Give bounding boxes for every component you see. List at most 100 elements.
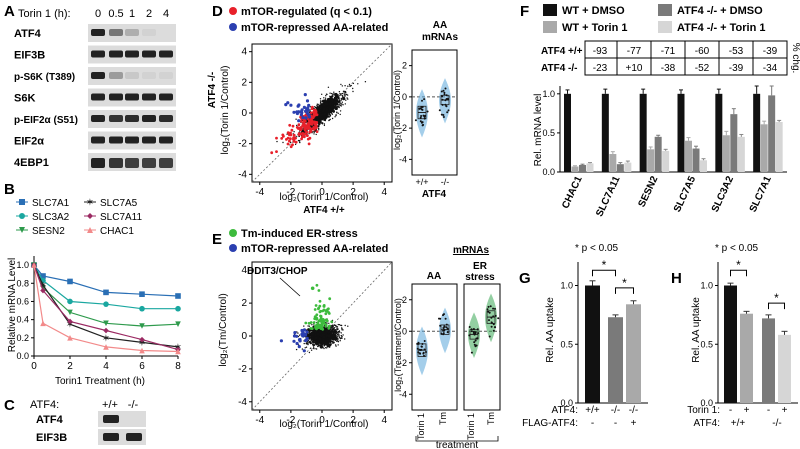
e-point [336,335,339,337]
marker-diamond [139,336,145,343]
g-chart-sig-star: * [602,258,607,272]
e-inset-aa-torin-dot [420,348,423,351]
d-point [321,122,324,124]
d-point [347,85,349,87]
panel-b-plot: ✶✶✶✶✶✶ [30,261,182,355]
e-inset-aa-tm-dot [439,317,442,320]
e-inset-aa-tm-dot [445,326,448,329]
g-chart-sig-bracket [615,287,634,294]
d-axis-diagonal [251,43,393,183]
blot-a-band [142,72,156,79]
panel-c-genotype-wt: +/+ [102,399,118,411]
d-point [341,101,343,103]
marker-star: ✶ [102,333,110,344]
e-inset-aa-torin-dot [423,354,425,357]
e-point [337,323,339,326]
e-point [337,338,339,340]
e-point-er-stress [317,307,320,311]
d-point-mtor-regulated [299,119,303,123]
e-point [337,332,339,334]
legend-f-swatch [543,4,557,16]
panel-d-inset-group-wt: +/+ [415,177,428,187]
g-chart-tick-y-label: 0.0 [560,398,573,408]
d-point-mtor-regulated [297,126,301,130]
e-point-core [332,330,336,334]
d-inset-wt-dot [422,123,425,126]
marker-square [40,273,46,279]
series-b-line [33,264,179,327]
e-point-aa-related [293,331,297,335]
e-inset-er-tm-dot [487,305,490,308]
blot-c-band [126,433,142,441]
d-point [343,94,345,96]
e-inset-er-torin-dot [475,344,478,347]
panel-e-inset-x-tm-2: Tm [486,412,496,425]
d-point [337,112,339,115]
panel-g-ylabel: Rel. AA uptake [545,297,556,363]
h-row2-cell: -/- [772,418,781,429]
e-inset-tick-label: 0 [402,326,407,336]
f-bar [601,93,609,172]
d-point [309,106,312,108]
panel-h-row2-label: ATF4: [694,418,720,429]
panel-b-letter: B [4,181,15,198]
blot-a-band [109,29,123,36]
panel-a-title: Torin 1 (h): [18,8,71,20]
d-point [331,117,334,120]
panel-d-letter: D [212,3,223,20]
f-bar [586,163,594,172]
f-bar [775,121,783,172]
tick-b-x-label: 2 [67,361,73,372]
e-axis-tick-y-label: 4 [241,265,247,276]
tick-b-y-label: 1.0 [16,260,29,270]
e-point-aa-related [302,332,306,336]
e-point [331,342,333,344]
marker-triangle-down [67,309,73,316]
tick-b-x-label: 8 [175,361,181,372]
d-point [331,113,334,115]
d-point-mtor-regulated [310,120,314,124]
d-point [317,105,319,107]
d-point [338,105,340,107]
e-point [336,340,338,342]
marker-square [175,293,181,299]
blot-a-label: p-EIF2α (S51) [14,115,78,126]
e-axis-tick-x-label: 4 [381,415,387,426]
e-point-er-stress [324,312,328,316]
marker-circle [19,213,25,219]
d-inset-ko-dot [446,111,449,114]
d-point [340,105,343,107]
e-point [342,329,344,331]
d-inset-wt-dot [414,119,417,122]
g-row2-cell: - [591,418,594,429]
d-point [321,93,323,96]
series-b-line [33,264,179,351]
e-point [305,346,308,348]
marker-circle [139,305,145,312]
d-point [340,97,342,100]
e-inset-aa-torin-dot [420,345,423,348]
d-point [296,124,298,127]
e-point [298,334,301,336]
d-point [338,95,340,97]
d-point-aa-related [289,103,293,107]
e-point-er-stress [319,314,322,318]
f-bar [609,154,617,172]
panel-b-legend: SLC7A1 SLC3A2 SESN2 ✶ SLC7A5 SLC7A11 CHAC1 [16,198,143,237]
d-point-core [322,103,326,107]
e-point-aa-related [302,349,306,353]
h-row2-cell: +/+ [731,418,746,429]
d-point-core [326,110,330,114]
d-point-core [333,100,337,104]
d-point [319,102,322,104]
e-point-er-stress [330,320,334,324]
panel-e-xlabel: log₂(Torin 1/Control) [280,419,369,430]
h-chart-bar [740,313,753,403]
d-inset-ko-dot [444,99,447,102]
e-inset-er-tm-dot [494,326,497,329]
d-point [286,133,288,135]
panel-e-legend-2: mTOR-repressed AA-related [241,243,388,255]
e-point [340,324,343,327]
e-axis-tick-y-label: 2 [241,298,247,309]
h-chart-bar [724,285,737,403]
